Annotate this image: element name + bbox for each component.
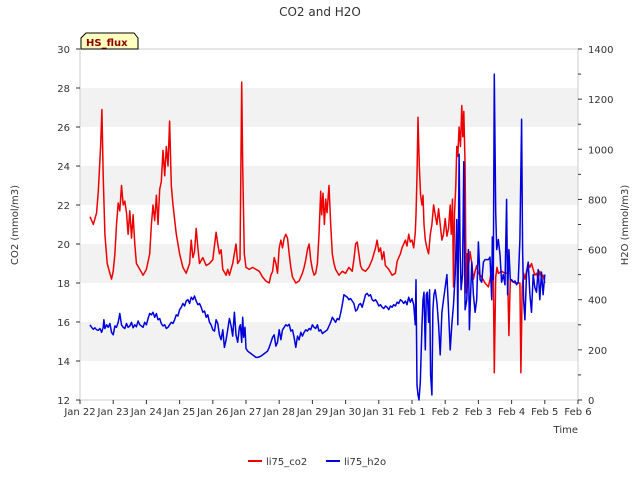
x-axis: Jan 22 Jan 23 Jan 24 Jan 25 Jan 26 Jan 27 Jan … (63, 400, 592, 418)
x-tick-label: Feb 6 (564, 407, 591, 418)
grid-bands (80, 88, 578, 361)
y-right-tick-label: 800 (588, 195, 607, 206)
x-axis-title: Time (553, 425, 578, 436)
y-left-tick-label: 30 (57, 45, 70, 56)
y-axis-left: 12 14 16 18 20 22 24 26 28 30 (57, 45, 80, 407)
y-left-tick-label: 22 (57, 201, 70, 212)
y-right-tick-label: 400 (588, 296, 607, 307)
y-left-tick-label: 14 (57, 357, 70, 368)
x-tick-label: Feb 3 (465, 407, 492, 418)
x-tick-label: Feb 1 (398, 407, 425, 418)
x-tick-label: Feb 2 (432, 407, 459, 418)
y-left-tick-label: 18 (57, 279, 70, 290)
x-tick-label: Jan 29 (296, 407, 328, 418)
badge-label: HS_flux (86, 38, 128, 49)
y-right-tick-label: 1200 (588, 95, 613, 106)
y-left-tick-label: 12 (57, 396, 70, 407)
x-tick-label: Jan 23 (97, 407, 129, 418)
y-right-tick-label: 1400 (588, 45, 613, 56)
y-right-tick-label: 1000 (588, 145, 613, 156)
y-left-tick-label: 16 (57, 318, 70, 329)
x-tick-label: Jan 31 (362, 407, 394, 418)
legend-label-h2o: li75_h2o (344, 457, 386, 468)
hs-flux-badge: HS_flux (80, 32, 139, 50)
x-tick-label: Jan 26 (196, 407, 228, 418)
y-left-tick-label: 28 (57, 84, 70, 95)
x-tick-label: Jan 28 (263, 407, 295, 418)
chart-title: CO2 and H2O (279, 5, 361, 19)
x-tick-label: Feb 5 (531, 407, 558, 418)
x-tick-label: Jan 30 (329, 407, 361, 418)
y-right-tick-label: 200 (588, 346, 607, 357)
y-right-tick-label: 600 (588, 246, 607, 257)
series-layer (89, 73, 546, 401)
grid-band (80, 88, 578, 127)
x-tick-label: Jan 22 (63, 407, 95, 418)
grid-band (80, 244, 578, 283)
y-left-tick-label: 26 (57, 123, 70, 134)
x-tick-label: Jan 24 (130, 407, 162, 418)
y-axis-right: 0 200 400 600 800 1000 1200 1400 (578, 45, 613, 407)
x-tick-label: Feb 4 (498, 407, 525, 418)
y-right-tick-label: 0 (588, 396, 594, 407)
y-left-tick-label: 20 (57, 240, 70, 251)
series-line-li75_h2o (89, 73, 546, 401)
y-axis-right-title: H2O (mmol/m3) (620, 185, 631, 266)
y-axis-left-title: CO2 (mmol/m3) (10, 185, 21, 265)
y-left-tick-label: 24 (57, 162, 70, 173)
legend: li75_co2 li75_h2o (248, 457, 386, 468)
grid-band (80, 322, 578, 361)
x-tick-label: Jan 25 (163, 407, 195, 418)
x-tick-label: Jan 27 (229, 407, 261, 418)
legend-label-co2: li75_co2 (266, 457, 307, 468)
